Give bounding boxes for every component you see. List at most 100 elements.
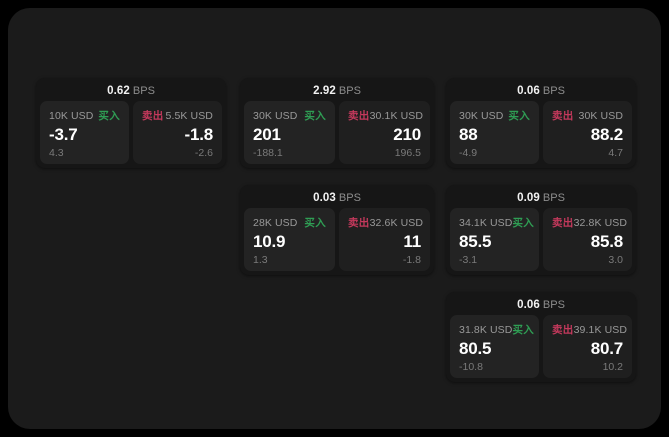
bps-unit: BPS — [132, 85, 155, 97]
buy-panel[interactable]: 30K USD 买入 201 -188.1 — [244, 101, 335, 164]
buy-price: 10.9 — [253, 232, 286, 251]
sell-quantity: 32.6K USD — [369, 216, 424, 229]
sell-panel[interactable]: 卖出 30K USD 88.2 4.7 — [543, 101, 632, 164]
spread-card[interactable]: 0.03 BPS 28K USD 买入 10.9 1.3 卖出 32.6K USD — [240, 185, 434, 275]
buy-side-tag: 买入 — [304, 110, 326, 122]
buy-panel[interactable]: 31.8K USD 买入 80.5 -10.8 — [450, 315, 539, 378]
bps-value: 0.06 — [517, 85, 540, 97]
sell-price: 85.8 — [590, 232, 623, 251]
sell-panel-header: 卖出 32.8K USD — [552, 216, 627, 230]
buy-quantity: 31.8K USD — [459, 323, 513, 336]
buy-price: 80.5 — [459, 339, 492, 358]
sell-panel[interactable]: 卖出 5.5K USD -1.8 -2.6 — [133, 101, 222, 164]
card-header: 0.62 BPS — [36, 78, 226, 101]
buy-quantity: 10K USD — [49, 109, 94, 122]
card-body: 31.8K USD 买入 80.5 -10.8 卖出 39.1K USD 80.… — [446, 315, 636, 382]
card-body: 30K USD 买入 201 -188.1 卖出 30.1K USD 210 1… — [240, 101, 434, 168]
buy-side-tag: 买入 — [512, 324, 535, 336]
card-header: 0.03 BPS — [240, 185, 434, 208]
buy-price: 85.5 — [459, 232, 492, 251]
buy-delta: -4.9 — [459, 147, 478, 159]
sell-panel[interactable]: 卖出 32.8K USD 85.8 3.0 — [543, 208, 632, 271]
sell-panel[interactable]: 卖出 39.1K USD 80.7 10.2 — [543, 315, 632, 378]
sell-panel-header: 卖出 5.5K USD — [142, 109, 213, 123]
bps-unit: BPS — [542, 299, 565, 311]
sell-delta: -1.8 — [402, 254, 421, 266]
buy-delta: -188.1 — [253, 147, 283, 159]
buy-panel[interactable]: 28K USD 买入 10.9 1.3 — [244, 208, 335, 271]
sell-delta: 196.5 — [394, 147, 421, 159]
bps-unit: BPS — [338, 192, 361, 204]
card-header: 0.06 BPS — [446, 292, 636, 315]
sell-quantity: 39.1K USD — [573, 323, 628, 336]
buy-price: 88 — [459, 125, 478, 144]
buy-quantity: 30K USD — [459, 109, 504, 122]
buy-panel-header: 10K USD 买入 — [49, 109, 120, 123]
card-body: 30K USD 买入 88 -4.9 卖出 30K USD 88.2 4.7 — [446, 101, 636, 168]
sell-panel-header: 卖出 30.1K USD — [348, 109, 424, 123]
buy-quantity: 28K USD — [253, 216, 298, 229]
card-header: 0.06 BPS — [446, 78, 636, 101]
card-header: 2.92 BPS — [240, 78, 434, 101]
card-body: 34.1K USD 买入 85.5 -3.1 卖出 32.8K USD 85.8… — [446, 208, 636, 275]
sell-price: -1.8 — [184, 125, 214, 144]
buy-panel-header: 28K USD 买入 — [253, 216, 326, 230]
buy-price: -3.7 — [49, 125, 78, 144]
buy-side-tag: 买入 — [304, 217, 326, 229]
sell-price: 11 — [403, 232, 421, 251]
sell-side-tag: 卖出 — [552, 217, 574, 229]
buy-panel[interactable]: 30K USD 买入 88 -4.9 — [450, 101, 539, 164]
sell-delta: 10.2 — [602, 361, 623, 373]
bps-unit: BPS — [542, 192, 565, 204]
card-body: 10K USD 买入 -3.7 4.3 卖出 5.5K USD -1.8 -2.… — [36, 101, 226, 168]
spread-card[interactable]: 0.06 BPS 30K USD 买入 88 -4.9 卖出 30K USD — [446, 78, 636, 168]
sell-price: 80.7 — [590, 339, 623, 358]
sell-side-tag: 卖出 — [142, 110, 164, 122]
sell-quantity: 32.8K USD — [573, 216, 628, 229]
buy-panel-header: 30K USD 买入 — [459, 109, 530, 123]
sell-panel[interactable]: 卖出 30.1K USD 210 196.5 — [339, 101, 430, 164]
spread-card-board: 0.62 BPS 10K USD 买入 -3.7 4.3 卖出 5.5K USD — [8, 8, 661, 429]
sell-delta: 3.0 — [608, 254, 623, 266]
buy-side-tag: 买入 — [98, 110, 120, 122]
sell-side-tag: 卖出 — [552, 110, 574, 122]
buy-panel[interactable]: 10K USD 买入 -3.7 4.3 — [40, 101, 129, 164]
buy-quantity: 30K USD — [253, 109, 298, 122]
sell-delta: 4.7 — [608, 147, 623, 159]
sell-price: 88.2 — [590, 125, 623, 144]
buy-delta: 4.3 — [49, 147, 64, 159]
buy-panel-header: 31.8K USD 买入 — [459, 323, 534, 337]
sell-delta: -2.6 — [194, 147, 213, 159]
bps-value: 0.09 — [517, 192, 540, 204]
bps-value: 0.03 — [313, 192, 336, 204]
bps-unit: BPS — [338, 85, 361, 97]
sell-quantity: 30.1K USD — [369, 109, 424, 122]
sell-panel-header: 卖出 30K USD — [552, 109, 623, 123]
bps-unit: BPS — [542, 85, 565, 97]
app-root: 0.62 BPS 10K USD 买入 -3.7 4.3 卖出 5.5K USD — [8, 8, 661, 429]
sell-side-tag: 卖出 — [552, 324, 574, 336]
buy-delta: -3.1 — [459, 254, 478, 266]
buy-price: 201 — [253, 125, 281, 144]
sell-panel[interactable]: 卖出 32.6K USD 11 -1.8 — [339, 208, 430, 271]
bps-value: 0.62 — [107, 85, 130, 97]
sell-panel-header: 卖出 32.6K USD — [348, 216, 424, 230]
spread-card[interactable]: 0.09 BPS 34.1K USD 买入 85.5 -3.1 卖出 32.8K … — [446, 185, 636, 275]
sell-quantity: 30K USD — [578, 109, 623, 122]
bps-value: 2.92 — [313, 85, 336, 97]
buy-quantity: 34.1K USD — [459, 216, 513, 229]
spread-card[interactable]: 0.62 BPS 10K USD 买入 -3.7 4.3 卖出 5.5K USD — [36, 78, 226, 168]
bps-value: 0.06 — [517, 299, 540, 311]
sell-price: 210 — [393, 125, 421, 144]
spread-card[interactable]: 2.92 BPS 30K USD 买入 201 -188.1 卖出 30.1K U… — [240, 78, 434, 168]
buy-side-tag: 买入 — [512, 217, 535, 229]
buy-delta: -10.8 — [459, 361, 483, 373]
sell-quantity: 5.5K USD — [165, 109, 213, 122]
card-header: 0.09 BPS — [446, 185, 636, 208]
spread-card[interactable]: 0.06 BPS 31.8K USD 买入 80.5 -10.8 卖出 39.1K… — [446, 292, 636, 382]
sell-side-tag: 卖出 — [348, 217, 370, 229]
buy-panel[interactable]: 34.1K USD 买入 85.5 -3.1 — [450, 208, 539, 271]
card-body: 28K USD 买入 10.9 1.3 卖出 32.6K USD 11 -1.8 — [240, 208, 434, 275]
buy-panel-header: 30K USD 买入 — [253, 109, 326, 123]
buy-panel-header: 34.1K USD 买入 — [459, 216, 534, 230]
